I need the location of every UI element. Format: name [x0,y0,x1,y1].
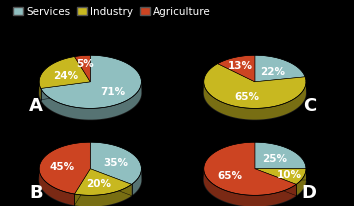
Text: 45%: 45% [50,162,75,172]
Text: 24%: 24% [53,70,78,80]
Text: 71%: 71% [100,86,125,96]
Polygon shape [90,143,141,185]
Polygon shape [41,56,141,109]
Polygon shape [39,57,90,89]
Polygon shape [204,67,306,120]
Polygon shape [39,154,141,206]
Polygon shape [204,170,296,206]
Polygon shape [255,143,306,169]
Polygon shape [39,82,41,100]
Text: 65%: 65% [217,171,242,180]
Text: 13%: 13% [228,60,253,70]
Polygon shape [74,185,132,206]
Polygon shape [296,169,306,196]
Text: 5%: 5% [76,59,93,69]
Text: B: B [29,183,42,201]
Polygon shape [39,168,74,205]
Text: 25%: 25% [262,154,287,164]
Polygon shape [255,169,306,185]
Polygon shape [132,169,141,196]
Polygon shape [255,56,305,82]
Text: D: D [301,183,316,201]
Polygon shape [204,154,306,206]
Text: 10%: 10% [276,170,301,180]
Text: 65%: 65% [235,91,259,101]
Polygon shape [204,143,296,195]
Text: 35%: 35% [103,157,128,167]
Polygon shape [41,83,141,120]
Text: 20%: 20% [86,178,112,188]
Polygon shape [218,56,255,82]
Text: C: C [303,96,316,114]
Legend: Services, Industry, Agriculture: Services, Industry, Agriculture [9,3,215,21]
Polygon shape [74,56,90,82]
Polygon shape [204,83,306,120]
Text: 22%: 22% [260,66,285,76]
Polygon shape [204,64,306,109]
Text: A: A [29,96,43,114]
Polygon shape [39,67,141,120]
Polygon shape [39,143,90,194]
Polygon shape [74,169,132,195]
